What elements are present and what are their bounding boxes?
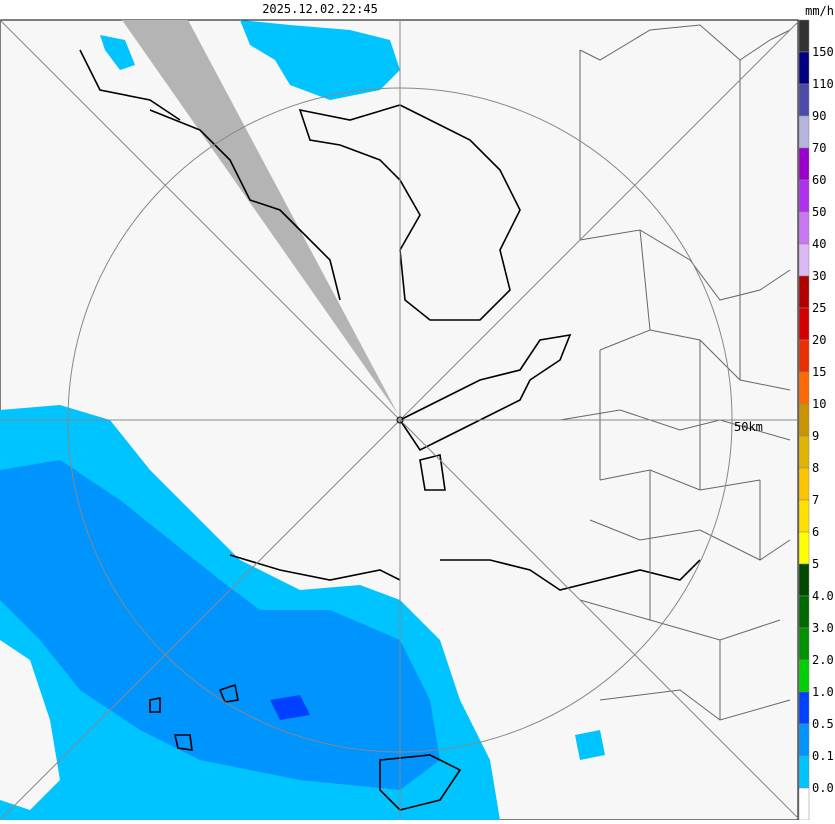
- legend-swatch: [798, 339, 810, 373]
- legend-label: 6: [812, 525, 819, 539]
- legend-label: 70: [812, 141, 826, 155]
- legend-label: 8: [812, 461, 819, 475]
- legend-swatch: [798, 787, 810, 821]
- timestamp: 2025.12.02.22:45: [262, 2, 378, 16]
- legend-swatch: [798, 691, 810, 725]
- legend-label: 50: [812, 205, 826, 219]
- legend-label: 110: [812, 77, 834, 91]
- legend-swatch: [798, 755, 810, 789]
- legend-label: 60: [812, 173, 826, 187]
- blocked-sector: [122, 20, 398, 414]
- legend-label: 5: [812, 557, 819, 571]
- legend-label: 90: [812, 109, 826, 123]
- legend-label: 30: [812, 269, 826, 283]
- legend-swatch: [798, 659, 810, 693]
- legend-swatch: [798, 723, 810, 757]
- legend-label: 40: [812, 237, 826, 251]
- legend-swatch: [798, 19, 810, 53]
- legend-label: 0.1: [812, 749, 834, 763]
- legend-swatch: [798, 115, 810, 149]
- legend-swatch: [798, 563, 810, 597]
- legend-swatch: [798, 211, 810, 245]
- legend: 150 110 90 70 60 50 40 30 25 20 15 10 9 8 7 6 5 4.0 3.0 2.0…: [798, 19, 834, 821]
- legend-label: 10: [812, 397, 826, 411]
- legend-label: 3.0: [812, 621, 834, 635]
- legend-swatch: [798, 83, 810, 117]
- legend-label: 2.0: [812, 653, 834, 667]
- legend-swatch: [798, 499, 810, 533]
- legend-label: 7: [812, 493, 819, 507]
- legend-label: 25: [812, 301, 826, 315]
- legend-swatch: [798, 435, 810, 469]
- range-grid: [0, 19, 799, 821]
- legend-swatch: [798, 275, 810, 309]
- legend-swatch: [798, 627, 810, 661]
- legend-swatch: [798, 51, 810, 85]
- legend-swatch: [798, 179, 810, 213]
- legend-swatch: [798, 243, 810, 277]
- legend-label: 9: [812, 429, 819, 443]
- legend-label: 15: [812, 365, 826, 379]
- legend-swatch: [798, 307, 810, 341]
- admin-borders: [559, 24, 791, 721]
- rain-echo: [0, 20, 605, 820]
- legend-swatch: [798, 467, 810, 501]
- legend-swatch: [798, 595, 810, 629]
- legend-label: 150: [812, 45, 834, 59]
- legend-swatch: [798, 371, 810, 405]
- legend-label: 20: [812, 333, 826, 347]
- legend-swatch: [798, 531, 810, 565]
- coastline: [79, 49, 701, 811]
- legend-swatch: [798, 147, 810, 181]
- legend-label: 1.0: [812, 685, 834, 699]
- legend-label: 0.0: [812, 781, 834, 795]
- range-label: 50km: [734, 420, 763, 434]
- unit-label: mm/h: [805, 4, 834, 18]
- legend-label: 4.0: [812, 589, 834, 603]
- legend-swatch: [798, 403, 810, 437]
- legend-label: 0.5: [812, 717, 834, 731]
